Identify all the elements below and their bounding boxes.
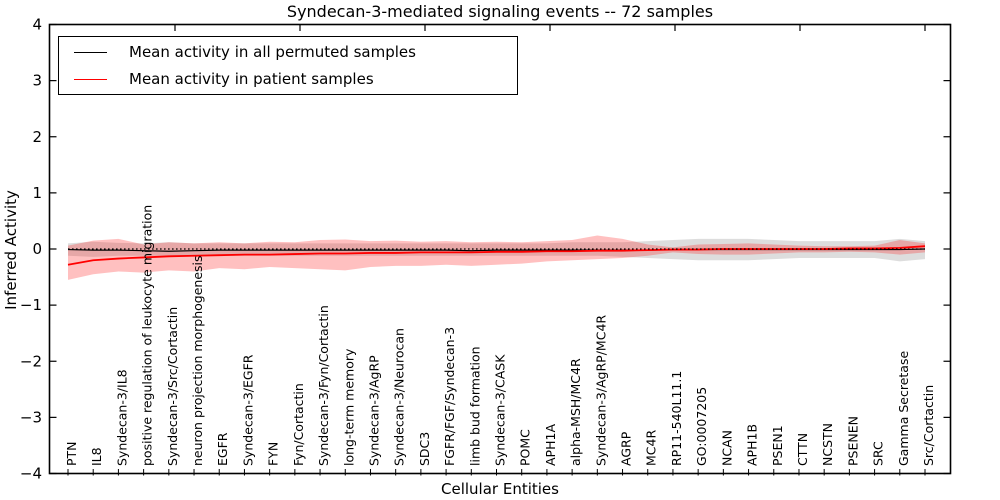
x-category-label: APH1B	[745, 424, 760, 466]
legend-entry-permuted: Mean activity in all permuted samples	[59, 42, 517, 62]
x-category-label: GO:0007205	[694, 387, 709, 466]
chart-title: Syndecan-3-mediated signaling events -- …	[286, 2, 714, 21]
x-category-label: CTTN	[795, 433, 810, 466]
legend-entry-patient: Mean activity in patient samples	[59, 69, 517, 89]
x-category-label: APH1A	[543, 424, 558, 466]
y-tick-label: −3	[20, 408, 42, 426]
x-category-label: Syndecan-3/Src/Cortactin	[165, 307, 180, 466]
x-category-label: PTN	[64, 441, 79, 466]
legend-label-patient: Mean activity in patient samples	[129, 70, 374, 88]
y-tick-label: 3	[32, 72, 42, 90]
patient-mean-line	[67, 245, 926, 266]
x-category-label: Syndecan-3/AgRP/MC4R	[593, 315, 608, 466]
x-category-label: Syndecan-3/Fyn/Cortactin	[316, 305, 331, 466]
x-category-label: POMC	[518, 429, 533, 466]
legend: Mean activity in all permuted samples Me…	[58, 36, 518, 95]
legend-label-permuted: Mean activity in all permuted samples	[129, 43, 416, 61]
legend-line-sample-black-icon	[74, 51, 107, 53]
x-category-label: FYN	[266, 442, 281, 466]
x-category-label: AGRP	[619, 431, 634, 466]
x-category-label: NCAN	[719, 430, 734, 466]
x-axis-title: Cellular Entities	[441, 480, 559, 498]
x-category-label: Src/Cortactin	[921, 385, 936, 466]
x-category-label: Syndecan-3/CASK	[493, 354, 508, 466]
x-category-label: Fyn/Cortactin	[291, 383, 306, 466]
x-category-label: long-term memory	[341, 348, 356, 466]
x-category-label: Syndecan-3/Neurocan	[392, 328, 407, 466]
x-category-label: Syndecan-3/IL8	[114, 369, 129, 466]
x-category-label: IL8	[89, 447, 104, 466]
x-category-label: alpha-MSH/MC4R	[568, 358, 583, 466]
y-tick-label: −1	[20, 296, 42, 314]
x-category-label: FGFR/FGF/Syndecan-3	[442, 327, 457, 466]
x-category-label: positive regulation of leukocyte migrati…	[140, 205, 155, 466]
x-category-label: neuron projection morphogenesis	[190, 255, 205, 466]
y-tick-label: 1	[32, 184, 42, 202]
patient-band	[68, 235, 925, 280]
y-tick-label: 4	[32, 16, 42, 34]
legend-line-sample-red-icon	[74, 78, 107, 80]
x-category-label: Syndecan-3/EGFR	[240, 354, 255, 466]
x-category-label: SRC	[871, 441, 886, 466]
y-tick-label: −4	[20, 465, 42, 483]
x-category-label: Gamma Secretase	[896, 351, 911, 466]
x-category-label: SDC3	[417, 432, 432, 466]
y-tick-label: 2	[32, 128, 42, 146]
x-category-label: PSEN1	[770, 425, 785, 466]
x-category-label: PSENEN	[845, 416, 860, 466]
x-category-label: Syndecan-3/AgRP	[366, 355, 381, 466]
x-category-label: RP11-540L11.1	[669, 371, 684, 466]
y-tick-label: −2	[20, 352, 42, 370]
y-tick-label: 0	[32, 240, 42, 258]
x-category-label: EGFR	[215, 432, 230, 466]
x-category-label: NCSTN	[820, 423, 835, 466]
x-category-label: MC4R	[644, 430, 659, 466]
x-category-label: limb bud formation	[467, 346, 482, 466]
